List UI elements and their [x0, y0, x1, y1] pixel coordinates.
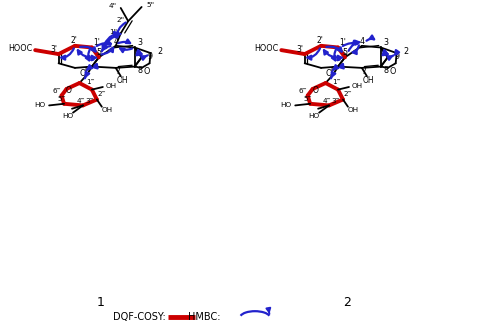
- Text: HOOC: HOOC: [8, 44, 32, 53]
- Text: 5‴: 5‴: [304, 97, 312, 103]
- Text: 7: 7: [362, 67, 367, 76]
- Text: 2': 2': [316, 36, 324, 45]
- Text: 4": 4": [108, 3, 117, 9]
- Text: 6: 6: [84, 66, 89, 75]
- Text: 9: 9: [394, 52, 399, 61]
- Text: 2‴: 2‴: [98, 91, 106, 97]
- Text: OH: OH: [352, 83, 362, 89]
- Text: 2: 2: [403, 47, 408, 56]
- Text: 2': 2': [70, 36, 78, 45]
- Text: OH: OH: [101, 107, 112, 113]
- Text: 3‴: 3‴: [86, 98, 94, 104]
- Text: OH: OH: [348, 107, 358, 113]
- Text: 2: 2: [343, 296, 351, 309]
- Text: HMBC:: HMBC:: [188, 312, 220, 322]
- Text: 3‴: 3‴: [332, 98, 340, 104]
- Text: 8: 8: [383, 66, 388, 75]
- Text: 6: 6: [330, 66, 336, 75]
- Text: HO: HO: [280, 102, 292, 108]
- Text: O: O: [66, 86, 72, 95]
- Text: 4: 4: [360, 37, 364, 46]
- Text: O: O: [80, 69, 86, 78]
- Text: 3': 3': [50, 44, 57, 54]
- Text: 3': 3': [296, 44, 303, 54]
- Text: 1‴: 1‴: [86, 79, 94, 85]
- Text: 9: 9: [148, 52, 153, 61]
- Text: 6‴: 6‴: [52, 88, 61, 94]
- Text: 7: 7: [116, 67, 121, 76]
- Text: 3: 3: [383, 39, 388, 47]
- Text: 5: 5: [342, 48, 347, 57]
- Text: O: O: [312, 86, 318, 95]
- Text: 6‴: 6‴: [298, 88, 307, 94]
- Text: OH: OH: [105, 83, 117, 89]
- Text: 1': 1': [94, 38, 100, 47]
- Text: 5‴: 5‴: [58, 97, 66, 103]
- Text: 4: 4: [113, 37, 118, 46]
- Text: OH: OH: [116, 76, 128, 85]
- Text: 5": 5": [146, 2, 154, 8]
- Text: HO: HO: [308, 113, 320, 119]
- Text: O: O: [326, 69, 332, 78]
- Text: 1: 1: [97, 296, 105, 309]
- Text: 4‴: 4‴: [322, 98, 331, 104]
- Text: OH: OH: [362, 76, 374, 85]
- Text: 1‴: 1‴: [332, 79, 340, 85]
- Text: 8: 8: [137, 66, 142, 75]
- Text: 2‴: 2‴: [344, 91, 352, 97]
- Text: O: O: [144, 67, 150, 76]
- Text: 1": 1": [108, 29, 117, 35]
- Text: 2: 2: [157, 47, 162, 56]
- Text: HO: HO: [62, 113, 74, 119]
- Text: 3: 3: [137, 39, 142, 47]
- Text: 5: 5: [96, 48, 102, 57]
- Text: O: O: [390, 67, 396, 76]
- Text: HO: HO: [34, 102, 46, 108]
- Text: 2": 2": [116, 17, 124, 23]
- Text: HOOC: HOOC: [254, 44, 279, 53]
- Text: DQF-COSY:: DQF-COSY:: [112, 312, 166, 322]
- Text: 1': 1': [340, 38, 346, 47]
- Text: 4‴: 4‴: [76, 98, 84, 104]
